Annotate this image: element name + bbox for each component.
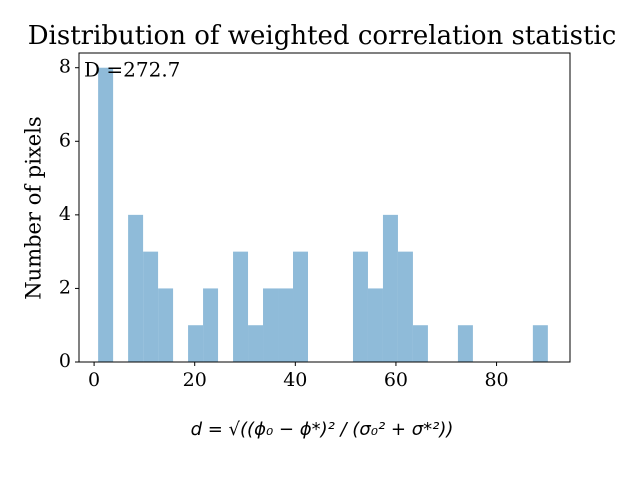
bar [233,251,249,362]
bar [397,251,413,362]
chart-title: Distribution of weighted correlation sta… [28,21,617,51]
bar [158,288,174,362]
bar [128,214,144,362]
bar [457,325,473,362]
x-tick-label: 20 [183,369,207,391]
bar [367,288,383,362]
bar [248,325,264,362]
bar [278,288,294,362]
y-tick-label: 0 [59,350,71,372]
y-axis-label: Number of pixels [22,116,46,299]
bar [188,325,204,362]
x-axis-label: d = √((ϕ₀ − ϕ*)² / (σ₀² + σ*²)) [191,419,454,440]
x-tick-label: 60 [384,369,408,391]
annotation: D =272.7 [84,58,180,82]
bar [143,251,159,362]
y-tick-label: 4 [59,203,71,225]
bar [98,67,114,362]
y-tick-label: 6 [59,129,71,151]
bar [532,325,548,362]
x-tick-label: 0 [88,369,100,391]
bar [263,288,279,362]
bar [293,251,308,362]
bar [203,288,219,362]
bar [382,214,398,362]
plot-frame [78,52,571,363]
x-tick-label: 40 [283,369,307,391]
x-tick-label: 80 [484,369,508,391]
bar [352,251,368,362]
y-tick-label: 8 [59,56,71,78]
y-tick-label: 2 [59,276,71,298]
bar [412,325,428,362]
